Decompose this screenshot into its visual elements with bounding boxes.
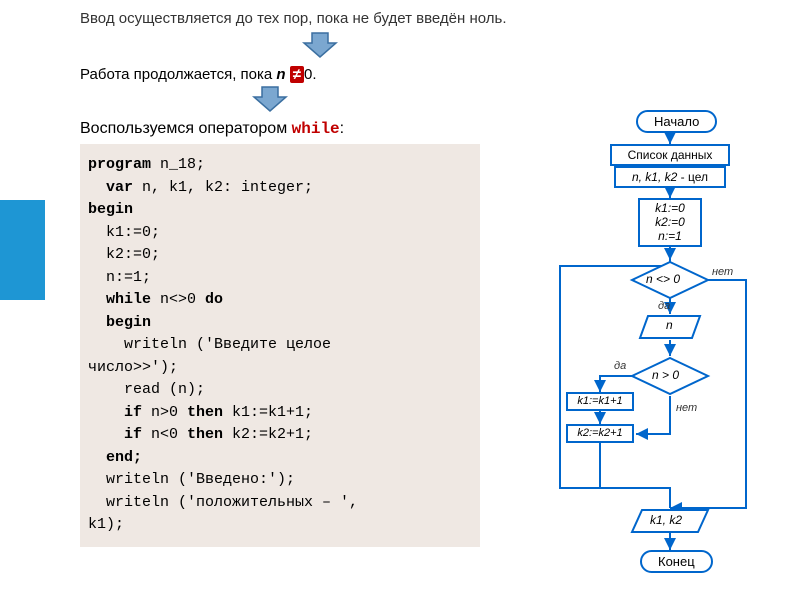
flow-init: k1:=0k2:=0n:=1 — [638, 198, 702, 247]
code-block: program n_18; var n, k1, k2: integer; be… — [80, 144, 480, 547]
flow-cond2-no: нет — [676, 402, 697, 414]
line2-prefix: Работа продолжается, пока — [80, 66, 276, 83]
flow-inc1: k1:=k1+1 — [566, 392, 634, 411]
line2-suffix: 0. — [304, 66, 317, 83]
intro-line-2: Работа продолжается, пока n ≠0. — [80, 66, 780, 83]
flow-vars: n, k1, k2 - цел — [614, 166, 726, 188]
line2-var: n — [276, 66, 285, 83]
intro-line-1: Ввод осуществляется до тех пор, пока не … — [80, 10, 780, 27]
flow-inc2: k2:=k2+1 — [566, 424, 634, 443]
line3-prefix: Воспользуемся оператором — [80, 120, 292, 137]
arrow-down-icon-1 — [300, 31, 780, 64]
line3-suffix: : — [340, 120, 344, 137]
flow-cond1-no: нет — [712, 266, 733, 278]
flowchart: Начало Список данных n, k1, k2 - цел k1:… — [510, 108, 790, 588]
not-equal-badge: ≠ — [290, 66, 304, 83]
flow-input: n — [666, 318, 673, 332]
flow-start: Начало — [636, 110, 717, 133]
flow-cond1: n <> 0 — [646, 272, 680, 286]
flow-cond2-yes: да — [614, 360, 626, 372]
flow-end: Конец — [640, 550, 713, 573]
flow-cond2: n > 0 — [652, 368, 679, 382]
flow-cond1-yes: да — [658, 300, 670, 312]
flow-datalist: Список данных — [610, 144, 730, 166]
flow-output: k1, k2 — [650, 513, 682, 527]
while-keyword: while — [292, 120, 340, 138]
left-accent-bar — [0, 200, 45, 300]
